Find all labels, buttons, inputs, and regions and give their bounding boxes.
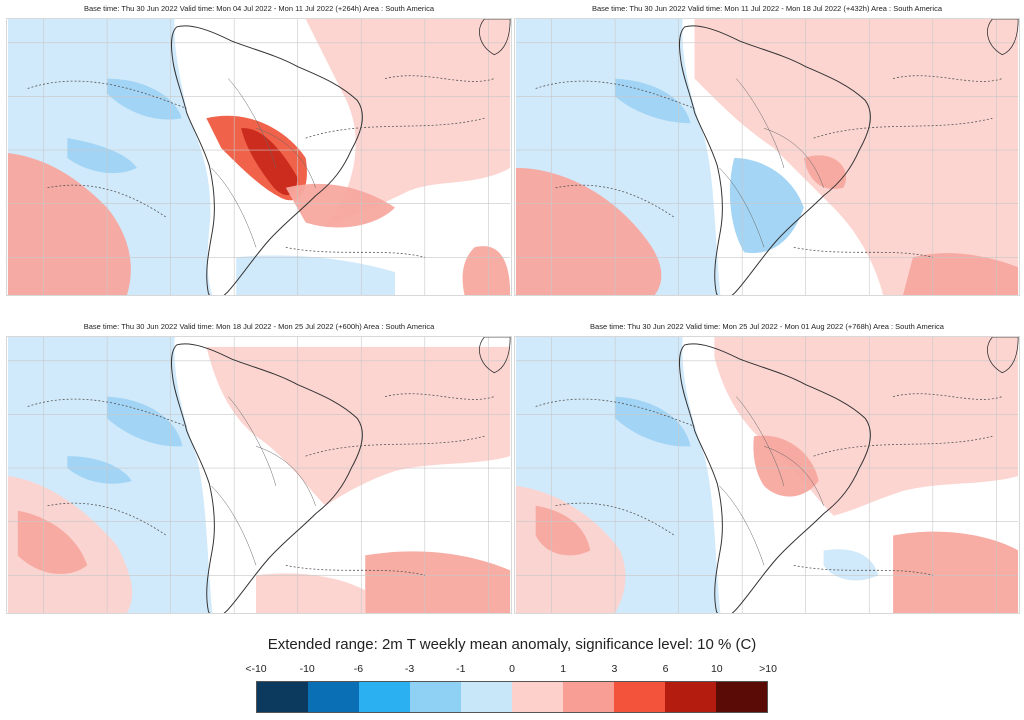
significance-contour: [27, 75, 495, 258]
anomaly-fields: [7, 337, 511, 613]
legend-swatch: [716, 682, 767, 712]
anomaly-area: [615, 396, 691, 447]
coastline: [987, 337, 1019, 374]
legend-swatch: [257, 682, 308, 712]
anomaly-area: [753, 435, 819, 497]
legend-label: 1: [560, 663, 567, 675]
legend-labels: <-10 -10 -6 -3 -1 0 1 3 6 10 >10: [245, 663, 777, 677]
anomaly-area: [823, 549, 879, 581]
map-svg: [7, 337, 511, 613]
legend-swatch: [614, 682, 665, 712]
graticule: [7, 19, 511, 295]
legend-swatch: [461, 682, 512, 712]
graticule: [515, 19, 1019, 295]
legend-label: 6: [662, 663, 669, 675]
anomaly-area: [515, 167, 662, 295]
map-svg: [515, 19, 1019, 295]
graticule: [7, 337, 511, 613]
anomaly-area: [903, 253, 1019, 295]
chart-title: Extended range: 2m T weekly mean anomaly…: [267, 636, 757, 653]
anomaly-area: [893, 531, 1019, 613]
anomaly-map: [6, 18, 512, 296]
anomaly-area: [256, 573, 366, 613]
border-line: [719, 396, 824, 566]
anomaly-map: [514, 18, 1020, 296]
continent-outline: [170, 25, 363, 295]
legend-swatch: [512, 682, 563, 712]
anomaly-fields: [515, 19, 1019, 295]
border-line: [211, 78, 316, 248]
legend-swatch: [359, 682, 410, 712]
anomaly-area: [236, 255, 396, 295]
map-svg: [515, 337, 1019, 613]
legend-label: 0: [509, 663, 515, 675]
coastline: [479, 19, 511, 56]
legend-label: -1: [456, 663, 466, 675]
border-line: [211, 396, 316, 566]
legend-label: -6: [353, 663, 364, 675]
color-legend: <-10 -10 -6 -3 -1 0 1 3 6 10 >10: [0, 660, 1024, 720]
legend-label: -3: [404, 663, 415, 675]
anomaly-area: [462, 246, 511, 295]
legend-label: >10: [759, 663, 777, 675]
anomaly-area: [67, 456, 132, 484]
anomaly-area: [17, 510, 88, 575]
anomaly-area: [7, 153, 131, 295]
anomaly-area: [803, 155, 847, 190]
legend-swatch: [665, 682, 716, 712]
border-line: [719, 78, 824, 248]
anomaly-fields: [7, 19, 511, 295]
map-panel-week2: Base time: Thu 30 Jun 2022 Valid time: M…: [514, 0, 1020, 296]
coastline: [479, 337, 511, 374]
anomaly-area: [285, 183, 396, 228]
legend-swatch: [563, 682, 614, 712]
significance-contour: [535, 393, 1003, 576]
anomaly-area: [365, 551, 511, 613]
panel-caption: Base time: Thu 30 Jun 2022 Valid time: M…: [83, 322, 435, 331]
anomaly-area: [206, 346, 511, 506]
anomaly-area: [535, 505, 591, 556]
continent-outline: [678, 25, 871, 295]
map-panel-week4: Base time: Thu 30 Jun 2022 Valid time: M…: [514, 318, 1020, 614]
legend-swatch: [410, 682, 461, 712]
significance-contour: [27, 393, 495, 576]
anomaly-area: [729, 157, 804, 254]
anomaly-area: [107, 78, 182, 120]
legend-label: <-10: [245, 663, 267, 675]
continent-outline: [678, 343, 871, 613]
anomaly-fields: [515, 337, 1019, 613]
panel-caption: Base time: Thu 30 Jun 2022 Valid time: M…: [592, 4, 942, 13]
map-svg: [7, 19, 511, 295]
anomaly-area: [67, 138, 137, 174]
legend-label: -10: [299, 663, 315, 675]
anomaly-area: [241, 128, 298, 196]
legend-colorbar: [256, 681, 768, 713]
anomaly-area: [305, 19, 511, 228]
panel-caption: Base time: Thu 30 Jun 2022 Valid time: M…: [590, 322, 944, 331]
anomaly-map: [6, 336, 512, 614]
graticule: [515, 337, 1019, 613]
legend-label: 3: [611, 663, 618, 675]
map-panel-week1: Base time: Thu 30 Jun 2022 Valid time: M…: [6, 0, 512, 296]
panel-caption: Base time: Thu 30 Jun 2022 Valid time: M…: [84, 4, 434, 13]
anomaly-area: [107, 396, 183, 447]
significance-contour: [535, 75, 1003, 258]
map-panel-week3: Base time: Thu 30 Jun 2022 Valid time: M…: [6, 318, 512, 614]
legend-swatch: [308, 682, 359, 712]
continent-outline: [170, 343, 363, 613]
anomaly-area: [615, 78, 691, 124]
anomaly-map: [514, 336, 1020, 614]
legend-label: 10: [710, 663, 723, 675]
coastline: [987, 19, 1019, 56]
anomaly-area: [714, 337, 1019, 516]
